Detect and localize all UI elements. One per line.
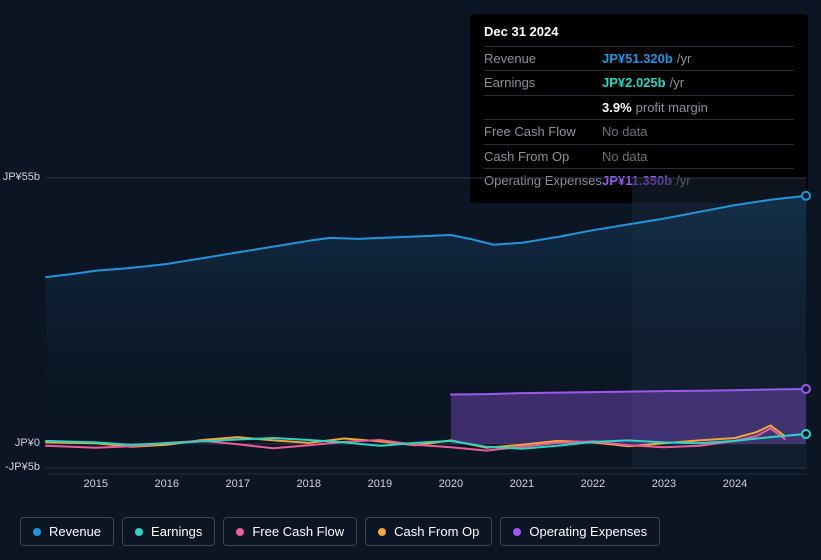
- legend-item-earnings[interactable]: Earnings: [122, 517, 215, 546]
- legend-label: Revenue: [49, 524, 101, 539]
- x-axis-label: 2018: [297, 478, 321, 490]
- legend-label: Free Cash Flow: [252, 524, 344, 539]
- tooltip-row-value: JP¥51.320b/yr: [602, 49, 794, 69]
- legend-swatch: [33, 528, 41, 536]
- tooltip-row: Free Cash FlowNo data: [484, 119, 794, 144]
- legend-swatch: [378, 528, 386, 536]
- legend-swatch: [236, 528, 244, 536]
- tooltip-row-label: Revenue: [484, 49, 602, 69]
- x-axis-label: 2022: [581, 478, 605, 490]
- legend-item-opex[interactable]: Operating Expenses: [500, 517, 660, 546]
- legend-item-revenue[interactable]: Revenue: [20, 517, 114, 546]
- tooltip-row: 3.9%profit margin: [484, 95, 794, 120]
- x-axis-label: 2023: [652, 478, 676, 490]
- x-axis-label: 2020: [439, 478, 463, 490]
- financials-chart: [0, 158, 821, 518]
- legend-label: Earnings: [151, 524, 202, 539]
- legend-label: Cash From Op: [394, 524, 479, 539]
- tooltip-row-label: [484, 98, 602, 118]
- legend-item-cfo[interactable]: Cash From Op: [365, 517, 492, 546]
- legend-swatch: [135, 528, 143, 536]
- x-axis-label: 2021: [510, 478, 534, 490]
- x-axis-label: 2016: [154, 478, 178, 490]
- legend-swatch: [513, 528, 521, 536]
- tooltip-row-value: JP¥2.025b/yr: [602, 73, 794, 93]
- tooltip-row: RevenueJP¥51.320b/yr: [484, 46, 794, 71]
- x-axis-label: 2015: [83, 478, 107, 490]
- x-axis-label: 2019: [368, 478, 392, 490]
- x-axis-label: 2017: [226, 478, 250, 490]
- tooltip-row-label: Free Cash Flow: [484, 122, 602, 142]
- tooltip-row-value: 3.9%profit margin: [602, 98, 794, 118]
- tooltip-date: Dec 31 2024: [484, 22, 794, 46]
- chart-legend: Revenue Earnings Free Cash Flow Cash From O…: [20, 517, 660, 546]
- x-axis-label: 2024: [723, 478, 747, 490]
- tooltip-row-value: No data: [602, 122, 794, 142]
- tooltip-row-label: Earnings: [484, 73, 602, 93]
- x-axis: 2015 2016 2017 2018 2019 2020 2021 2022 2023 2024: [46, 478, 806, 496]
- legend-label: Operating Expenses: [529, 524, 647, 539]
- tooltip-row: EarningsJP¥2.025b/yr: [484, 70, 794, 95]
- legend-item-fcf[interactable]: Free Cash Flow: [223, 517, 357, 546]
